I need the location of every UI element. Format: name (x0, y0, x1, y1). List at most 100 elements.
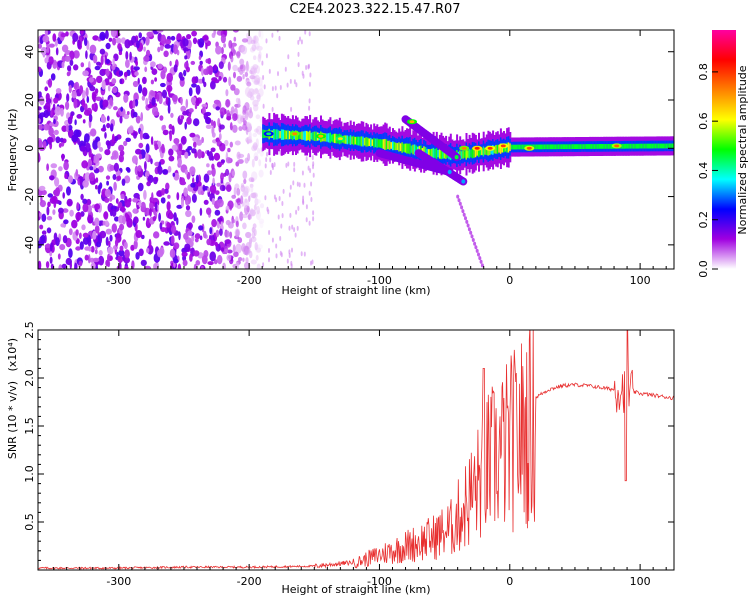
noise-blob (259, 30, 264, 40)
noise-blob (130, 65, 134, 75)
noise-blob (281, 213, 284, 219)
noise-blob (118, 51, 123, 56)
noise-blob (66, 71, 71, 77)
noise-blob (271, 86, 274, 92)
noise-blob (135, 60, 139, 67)
noise-blob (47, 78, 53, 88)
noise-blob (209, 251, 216, 262)
noise-blob (258, 30, 262, 38)
noise-blob (265, 157, 268, 163)
noise-blob (81, 160, 89, 169)
noise-blob (141, 95, 146, 101)
noise-blob (180, 115, 185, 120)
noise-blob (241, 45, 248, 55)
noise-blob (275, 197, 278, 203)
band-core (360, 136, 363, 147)
noise-blob (69, 50, 75, 60)
noise-blob (183, 69, 187, 77)
band-core (509, 143, 512, 151)
noise-blob (265, 53, 268, 59)
noise-blob (156, 93, 160, 102)
band-core (521, 144, 524, 150)
noise-blob (62, 138, 67, 144)
noise-blob (236, 204, 242, 210)
noise-blob (53, 129, 59, 136)
noise-blob (62, 208, 69, 213)
band-core (662, 143, 665, 149)
tail-blob (478, 256, 482, 261)
noise-blob (289, 78, 292, 84)
band-core (517, 144, 520, 150)
noise-blob (152, 216, 157, 222)
noise-blob (226, 116, 232, 121)
tail-blob (462, 212, 466, 217)
noise-blob (220, 34, 226, 44)
noise-blob (173, 138, 180, 145)
noise-blob (215, 229, 220, 238)
spectrogram-heatmap (38, 30, 674, 269)
noise-blob (265, 38, 268, 44)
noise-blob (140, 112, 143, 122)
colorbar-tick-label: 0.0 (697, 260, 710, 278)
noise-blob (249, 75, 256, 80)
noise-blob (191, 76, 197, 84)
noise-blob (81, 224, 86, 231)
noise-blob (166, 221, 171, 228)
noise-blob (171, 125, 175, 135)
noise-blob (117, 255, 124, 263)
band-core (273, 129, 276, 140)
noise-blob (118, 144, 125, 152)
noise-blob (229, 231, 233, 239)
noise-blob (242, 74, 245, 80)
band-core (512, 144, 515, 150)
noise-blob (76, 114, 83, 119)
noise-blob (191, 83, 197, 88)
noise-blob (310, 181, 313, 187)
band-core (465, 149, 468, 160)
noise-blob (180, 135, 187, 145)
band-hotspot-core (500, 144, 506, 148)
band-core (495, 145, 498, 154)
noise-blob (115, 37, 122, 44)
band-core (346, 135, 349, 145)
band-core (656, 143, 659, 149)
noise-blob (250, 259, 257, 265)
noise-blob (235, 220, 239, 228)
noise-blob (169, 248, 176, 258)
noise-blob (49, 175, 55, 181)
noise-blob (104, 132, 107, 139)
noise-blob (88, 77, 94, 83)
band-core (474, 148, 477, 158)
noise-blob (65, 101, 70, 110)
noise-blob (243, 187, 249, 196)
band-core (598, 144, 601, 149)
band-core (514, 144, 516, 150)
noise-blob (38, 185, 46, 191)
noise-blob (225, 156, 232, 164)
noise-blob (104, 188, 111, 198)
band-core (476, 149, 479, 156)
noise-blob (63, 161, 69, 171)
band-core (551, 144, 554, 150)
band-core (606, 144, 609, 149)
noise-blob (116, 175, 122, 181)
noise-blob (293, 79, 296, 85)
y-tick-label: 40 (23, 45, 36, 59)
noise-blob (282, 188, 285, 194)
noise-blob (189, 132, 196, 138)
noise-blob (185, 200, 189, 206)
noise-blob (91, 104, 95, 111)
noise-blob (77, 137, 80, 145)
noise-blob (184, 169, 189, 175)
band-core (371, 139, 374, 146)
band-core (592, 144, 595, 149)
noise-blob (94, 249, 98, 255)
noise-blob (217, 198, 224, 208)
noise-blob (240, 195, 244, 205)
band-core (545, 144, 548, 150)
noise-blob (94, 225, 100, 234)
band-core (549, 144, 552, 150)
noise-blob (305, 204, 308, 210)
noise-blob (169, 212, 174, 220)
